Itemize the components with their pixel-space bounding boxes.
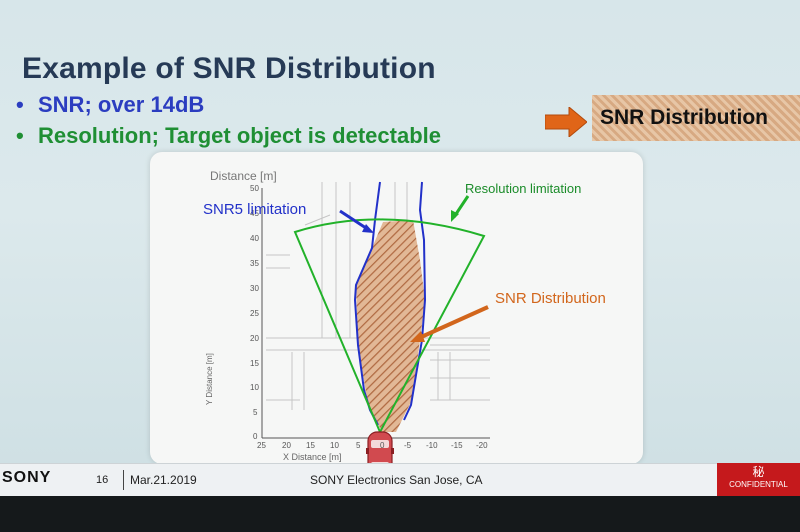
bullet-text: SNR; over 14dB (38, 92, 205, 117)
y-tick: 10 (250, 383, 259, 392)
confidential-badge: 秘 CONFIDENTIAL (717, 463, 800, 496)
y-tick: 15 (250, 359, 259, 368)
snr5-pointer (339, 209, 370, 232)
snr-distribution-label: SNR Distribution (495, 290, 606, 307)
bullet-resolution: • Resolution; Target object is detectable (16, 123, 441, 149)
x-tick: 10 (330, 441, 339, 450)
snr-distribution-figure (261, 181, 490, 470)
x-tick: 25 (257, 441, 266, 450)
y-tick: 0 (253, 432, 258, 441)
x-tick: -10 (426, 441, 438, 450)
x-tick: 0 (380, 441, 385, 450)
bullet-text: Resolution; Target object is detectable (38, 123, 441, 148)
bullet-dot: • (16, 123, 24, 148)
y-tick: 45 (250, 209, 259, 218)
top-axis-label: Distance [m] (210, 169, 277, 183)
x-tick: 5 (356, 441, 361, 450)
footer-date: Mar.21.2019 (130, 473, 197, 487)
y-tick: 5 (253, 408, 258, 417)
resolution-fan (293, 218, 486, 435)
y-tick: 40 (250, 234, 259, 243)
snr5-pointer-head (362, 224, 374, 233)
snr5-limitation-label: SNR5 limitation (203, 201, 307, 218)
slide-footer: SONY 16 Mar.21.2019 SONY Electronics San… (0, 463, 800, 497)
slide-title: Example of SNR Distribution (22, 52, 436, 85)
y-tick: 20 (250, 334, 259, 343)
resolution-limitation-label: Resolution limitation (465, 181, 582, 196)
confidential-label: CONFIDENTIAL (729, 480, 788, 489)
x-tick: 15 (306, 441, 315, 450)
footer-divider (123, 470, 124, 490)
snr5-right-line (403, 181, 427, 421)
y-tick: 50 (250, 184, 259, 193)
x-tick: -5 (404, 441, 412, 450)
bullet-dot: • (16, 92, 24, 117)
y-tick: 30 (250, 284, 259, 293)
resolution-pointer-head (451, 210, 459, 222)
snr-distribution-callout: SNR Distribution (592, 95, 800, 141)
page-number: 16 (96, 474, 109, 486)
footer-location: SONY Electronics San Jose, CA (310, 473, 483, 487)
bullet-snr: • SNR; over 14dB (16, 92, 204, 118)
y-tick: 25 (250, 309, 259, 318)
x-tick: -20 (476, 441, 488, 450)
y-axis-label: Y Distance [m] (205, 353, 214, 405)
y-tick: 35 (250, 259, 259, 268)
distribution-pointer-head (410, 331, 425, 342)
x-axis-label: X Distance [m] (283, 452, 342, 462)
sony-logo: SONY (2, 469, 52, 486)
x-tick: -15 (451, 441, 463, 450)
x-tick: 20 (282, 441, 291, 450)
slide-screen: Example of SNR Distribution • SNR; over 1… (0, 0, 800, 470)
screen-bottom-edge (0, 496, 800, 532)
right-arrow-icon (545, 107, 587, 137)
confidential-kanji: 秘 (752, 465, 765, 479)
distribution-pointer (418, 305, 489, 340)
